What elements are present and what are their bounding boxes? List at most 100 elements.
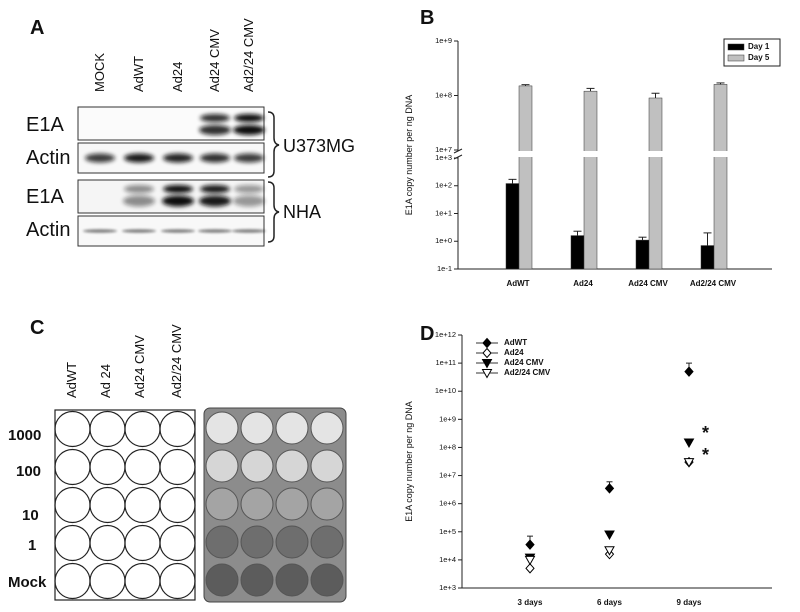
legend-label: AdWT: [504, 338, 527, 347]
bar: [713, 84, 728, 270]
band: [83, 229, 117, 233]
error-bar: [521, 84, 530, 86]
band: [124, 185, 154, 193]
legend-marker: [481, 359, 493, 369]
bar: [700, 245, 715, 270]
well-outline: [159, 448, 196, 486]
marker: [683, 438, 695, 449]
y-tick-label: 1e+3: [439, 583, 456, 592]
well: [310, 487, 344, 521]
well: [205, 449, 239, 483]
lane-label: AdWT: [131, 56, 146, 92]
well: [205, 487, 239, 521]
row-label: E1A: [26, 186, 64, 208]
band: [124, 153, 154, 163]
panel-label: B: [420, 7, 434, 29]
band: [233, 125, 265, 135]
marker: [684, 366, 694, 377]
row-label: 100: [16, 463, 41, 480]
marker: [525, 563, 535, 574]
legend-marker: [481, 369, 493, 379]
lane-label: Ad24 CMV: [207, 29, 222, 92]
group-label: NHA: [283, 202, 321, 222]
axis-break: [456, 151, 770, 157]
marker: [525, 539, 535, 550]
well: [275, 525, 309, 559]
well: [275, 563, 309, 597]
bar: [570, 235, 585, 270]
legend-marker: [482, 337, 492, 349]
y-tick-label: 1e+12: [435, 330, 456, 339]
y-tick-label: 1e+10: [435, 386, 456, 395]
error-bar: [716, 82, 725, 85]
lane-label: MOCK: [92, 53, 107, 92]
well: [240, 487, 274, 521]
legend-swatch: [727, 54, 745, 62]
band: [198, 229, 232, 233]
well: [310, 449, 344, 483]
well-outline: [159, 410, 196, 448]
bar: [648, 97, 663, 270]
bracket: [267, 111, 280, 178]
lane-label: Ad2/24 CMV: [241, 18, 256, 92]
band: [200, 114, 230, 122]
panel-label: C: [30, 317, 44, 339]
lane-label: Ad24: [170, 62, 185, 92]
legend-marker: [482, 347, 492, 359]
panel-label: A: [30, 17, 44, 39]
band: [233, 195, 265, 207]
well: [240, 411, 274, 445]
x-tick-label: 9 days: [677, 598, 702, 607]
error-bar: [573, 230, 582, 236]
x-tick-label: AdWT: [506, 279, 529, 288]
row-label: Actin: [26, 219, 70, 241]
y-tick-label: 1e+3: [435, 153, 452, 162]
row-label: Actin: [26, 147, 70, 169]
y-tick-label: 1e+1: [435, 208, 452, 217]
row-label: Mock: [8, 574, 47, 591]
y-tick-label: 1e+9: [439, 414, 456, 423]
band: [199, 195, 231, 207]
well: [275, 411, 309, 445]
band: [122, 229, 156, 233]
band: [234, 153, 264, 163]
bar: [635, 239, 650, 270]
row-label: 1: [28, 537, 36, 554]
marker: [604, 530, 615, 541]
y-tick-label: 1e+9: [435, 36, 452, 45]
marker: [604, 483, 615, 494]
y-tick-label: 1e+7: [439, 471, 456, 480]
well: [205, 525, 239, 559]
band: [123, 195, 155, 207]
bar: [518, 85, 533, 270]
band: [234, 114, 264, 122]
well-outline: [159, 486, 196, 524]
annotation: *: [702, 445, 709, 465]
y-tick-label: 1e+0: [435, 236, 452, 245]
band: [85, 153, 115, 163]
y-tick-label: 1e+7: [435, 145, 452, 154]
column-label: Ad 24: [98, 364, 113, 398]
well: [275, 449, 309, 483]
well: [205, 411, 239, 445]
legend-box: [723, 38, 781, 67]
row-label: 10: [22, 507, 39, 524]
well: [240, 563, 274, 597]
legend-swatch: [727, 43, 745, 51]
error-bar: [651, 92, 660, 98]
error-bar: [703, 232, 712, 246]
annotation: *: [702, 423, 709, 443]
bracket: [267, 181, 280, 243]
well: [240, 525, 274, 559]
legend-label: Day 1: [748, 42, 770, 51]
band: [200, 185, 230, 193]
well: [310, 563, 344, 597]
x-tick-label: 6 days: [597, 598, 622, 607]
legend-label: Ad24: [504, 348, 524, 357]
well: [205, 563, 239, 597]
band: [163, 185, 193, 193]
marker: [604, 546, 615, 556]
blot-strip: [77, 106, 265, 141]
error-bar: [638, 236, 647, 241]
